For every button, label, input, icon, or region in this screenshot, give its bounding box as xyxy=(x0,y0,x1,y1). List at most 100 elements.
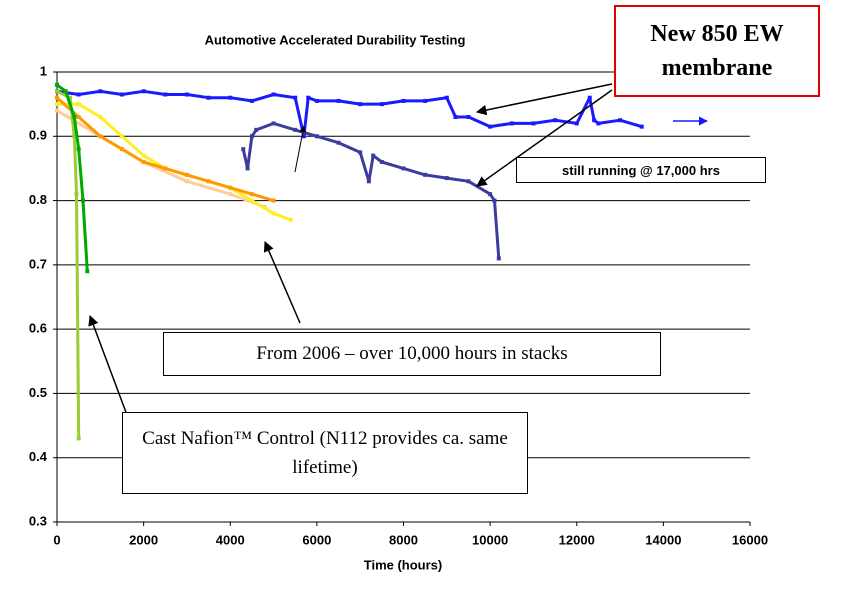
point xyxy=(249,192,254,197)
point xyxy=(301,134,306,139)
point xyxy=(119,92,124,97)
x-tick-label: 2000 xyxy=(129,532,158,547)
x-axis-label: Time (hours) xyxy=(364,557,443,572)
point xyxy=(184,172,189,177)
point xyxy=(67,95,72,100)
point xyxy=(72,115,77,119)
x-tick-label: 6000 xyxy=(302,532,331,547)
point xyxy=(141,153,146,158)
point xyxy=(592,118,597,123)
point xyxy=(423,172,428,177)
arrow xyxy=(475,83,613,116)
point xyxy=(63,89,68,94)
point xyxy=(639,124,644,129)
point xyxy=(76,115,81,119)
point xyxy=(306,95,311,100)
point xyxy=(228,192,233,197)
annotation-box: From 2006 – over 10,000 hours in stacks xyxy=(163,332,661,376)
point xyxy=(401,98,406,103)
point xyxy=(98,134,103,139)
point xyxy=(358,150,363,155)
point xyxy=(72,134,77,139)
point xyxy=(228,95,233,100)
point xyxy=(55,95,59,100)
point xyxy=(466,179,471,184)
point xyxy=(55,89,59,94)
point xyxy=(271,211,276,216)
point xyxy=(488,192,493,197)
arrow xyxy=(88,315,128,416)
point xyxy=(379,160,384,164)
series-line xyxy=(56,89,643,138)
point xyxy=(80,198,85,203)
point xyxy=(76,436,81,441)
point xyxy=(76,92,81,97)
point xyxy=(249,198,254,203)
point xyxy=(492,198,497,203)
point xyxy=(553,118,558,123)
point xyxy=(119,134,124,139)
point xyxy=(293,95,298,100)
point xyxy=(379,102,384,107)
point xyxy=(184,179,189,184)
point xyxy=(55,108,59,113)
point xyxy=(336,140,341,145)
series-line xyxy=(241,121,501,259)
point xyxy=(314,134,319,139)
y-tick-label: 0.7 xyxy=(29,256,47,271)
point xyxy=(206,95,211,100)
point xyxy=(509,121,514,126)
arrows xyxy=(88,83,708,416)
point xyxy=(163,92,168,97)
point xyxy=(184,92,189,97)
point xyxy=(228,185,233,190)
point xyxy=(271,92,276,97)
point xyxy=(618,118,623,123)
point xyxy=(245,166,250,171)
point xyxy=(336,98,341,103)
point xyxy=(163,166,168,171)
y-tick-label: 0.8 xyxy=(29,192,47,207)
point xyxy=(55,82,59,87)
point xyxy=(119,147,124,152)
point xyxy=(444,176,449,181)
arrow xyxy=(294,125,307,173)
y-tick-label: 0.4 xyxy=(29,449,48,464)
point xyxy=(98,115,103,119)
point xyxy=(98,89,103,94)
point xyxy=(453,115,458,119)
x-tick-label: 10000 xyxy=(472,532,508,547)
point xyxy=(371,153,376,158)
point xyxy=(85,269,90,274)
y-tick-label: 1 xyxy=(40,63,47,78)
point xyxy=(76,147,81,152)
y-tick-label: 0.3 xyxy=(29,513,47,528)
annotation-box: still running @ 17,000 hrs xyxy=(516,157,766,183)
point xyxy=(141,89,146,94)
point xyxy=(271,121,276,126)
series-line xyxy=(56,96,275,203)
point xyxy=(466,115,471,119)
point xyxy=(366,179,371,184)
point xyxy=(74,192,79,197)
point xyxy=(249,134,254,139)
point xyxy=(596,121,601,126)
x-tick-label: 16000 xyxy=(732,532,768,547)
point xyxy=(401,166,406,171)
arrow xyxy=(263,241,301,324)
point xyxy=(76,102,81,107)
point xyxy=(206,179,211,184)
series-line xyxy=(57,102,292,222)
point xyxy=(358,102,363,107)
x-tick-label: 0 xyxy=(53,532,60,547)
point xyxy=(288,217,293,222)
point xyxy=(249,98,254,103)
annotation-box: Cast Nafion™ Control (N112 provides ca. … xyxy=(122,412,528,494)
arrow xyxy=(476,89,613,187)
point xyxy=(314,98,319,103)
point xyxy=(531,121,536,126)
point xyxy=(141,160,146,164)
y-tick-label: 0.5 xyxy=(29,385,47,400)
